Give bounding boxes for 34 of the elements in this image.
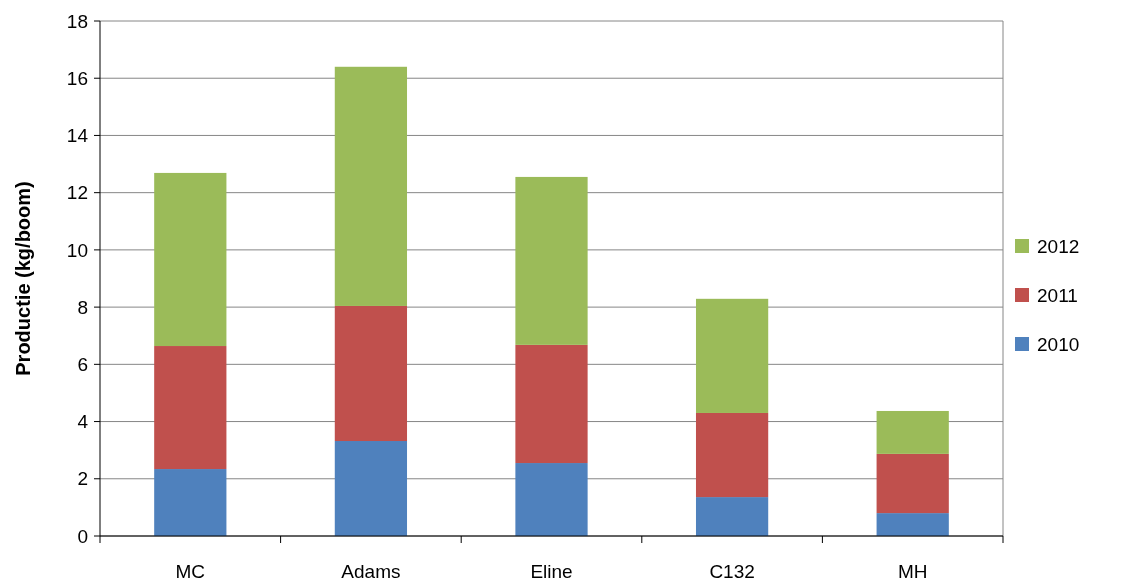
y-tick-label: 2 <box>77 468 88 490</box>
bar <box>154 172 227 347</box>
bar <box>334 66 408 306</box>
bar <box>515 344 588 464</box>
y-tick-label: 8 <box>77 296 88 318</box>
legend-label: 2010 <box>1037 333 1080 355</box>
x-tick-label: MH <box>897 561 928 582</box>
bar <box>876 410 949 454</box>
y-tick-label: 14 <box>66 125 89 147</box>
x-tick-label: Eline <box>530 561 573 582</box>
y-tick-label: 18 <box>66 10 88 32</box>
y-tick-label: 0 <box>77 525 88 547</box>
bar <box>695 497 769 536</box>
x-tick-label: C132 <box>709 561 755 582</box>
bar <box>334 305 408 442</box>
legend-label: 2012 <box>1037 235 1080 257</box>
bar <box>876 453 949 514</box>
x-tick-label: Adams <box>341 561 401 582</box>
bar <box>695 412 769 498</box>
bar <box>154 469 227 536</box>
y-tick-label: 12 <box>66 182 88 204</box>
bar <box>876 513 949 536</box>
x-tick-label: MC <box>175 561 206 582</box>
y-tick-label: 16 <box>66 67 88 89</box>
y-axis-title: Productie (kg/boom) <box>12 181 34 376</box>
y-tick-label: 4 <box>77 411 89 433</box>
legend-label: 2011 <box>1037 284 1078 306</box>
y-tick-label: 10 <box>66 239 88 261</box>
bar <box>154 346 227 470</box>
bar <box>515 463 588 536</box>
bar <box>695 298 769 413</box>
bar <box>515 176 588 345</box>
y-tick-label: 6 <box>77 353 88 375</box>
bar <box>334 441 408 536</box>
